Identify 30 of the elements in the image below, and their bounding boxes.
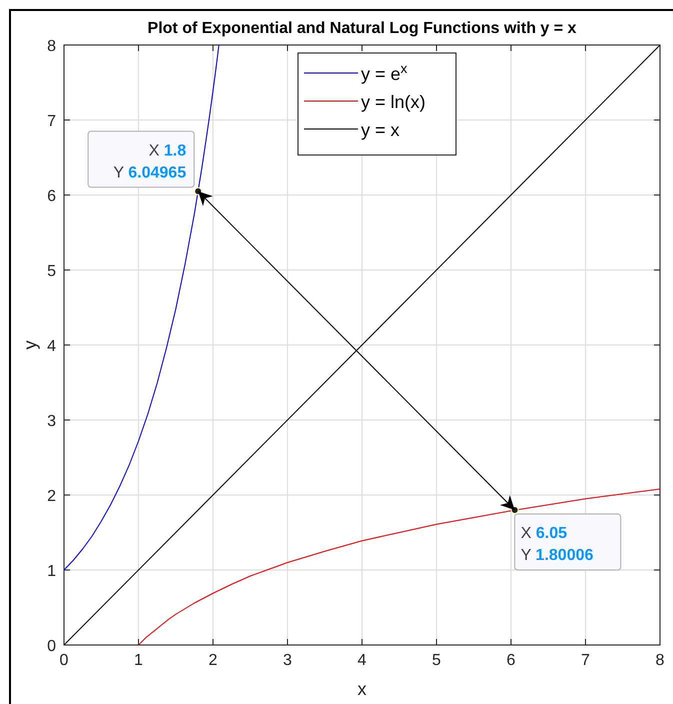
x-tick-label: 4 [358, 652, 367, 669]
line-series [64, 45, 220, 570]
annotation: X 6.05 [520, 524, 568, 542]
x-tick-label: 3 [283, 652, 292, 669]
x-tick-label: 7 [581, 652, 590, 669]
legend-label: y = x [361, 120, 400, 140]
y-tick-label: 0 [47, 638, 56, 655]
y-axis-title: y [20, 340, 40, 350]
x-tick-label: 2 [208, 652, 218, 669]
x-tick-label: 8 [656, 652, 665, 669]
x-tick-label: 0 [60, 652, 69, 669]
y-tick-label: 3 [47, 413, 56, 430]
legend-label: y = e$^{x}$ [361, 60, 408, 84]
legend-label: y = ln(x) [361, 92, 426, 112]
chart-title: Plot of Exponential and Natural Log Functions with y = x [148, 20, 577, 37]
y-tick-label: 7 [47, 113, 56, 130]
x-tick-label: 1 [134, 652, 144, 669]
x-axis-title: x [358, 679, 366, 699]
y-tick-label: 8 [47, 38, 56, 55]
annotation: X 1.8 [148, 142, 186, 160]
annotation: Y 6.04965 [113, 164, 186, 182]
line-series [138, 488, 660, 645]
annotation: Y 1.80006 [520, 546, 594, 564]
x-tick-label: 5 [432, 652, 442, 669]
y-tick-label: 4 [47, 338, 56, 355]
y-tick-label: 6 [47, 188, 56, 205]
y-tick-label: 1 [47, 563, 56, 580]
x-tick-label: 6 [506, 652, 516, 669]
y-tick-label: 5 [47, 263, 56, 280]
y-tick-label: 2 [47, 488, 56, 505]
